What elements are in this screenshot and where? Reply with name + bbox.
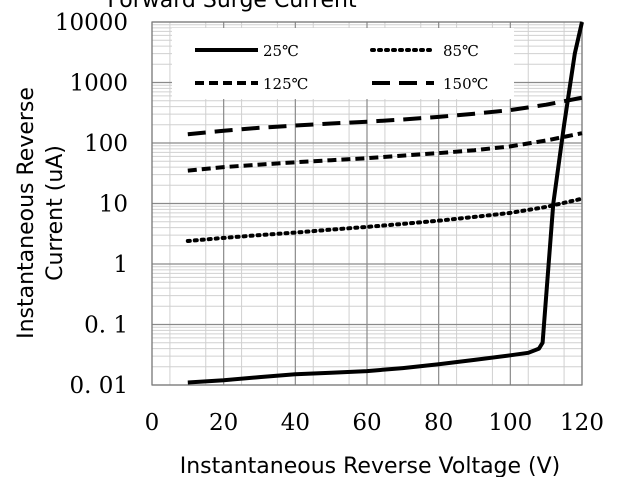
legend-box [172, 28, 514, 99]
y-tick-labels: 0. 01 0. 1 1 10 100 1000 10000 [55, 10, 128, 399]
legend-label: 150℃ [443, 75, 488, 93]
legend: 25℃ 85℃ 125℃ 150℃ [172, 28, 514, 99]
x-tick-label: 0 [145, 410, 160, 436]
x-tick-label: 60 [352, 410, 381, 436]
plot-frame [151, 21, 583, 386]
y-tick-label: 0. 01 [69, 373, 128, 399]
y-tick-label: 1000 [69, 71, 128, 97]
series-line [187, 95, 583, 137]
y-axis-title-line-2: Current (uA) [43, 145, 68, 281]
x-tick-label: 120 [560, 410, 604, 436]
series-layer [185, 21, 584, 385]
y-tick-label: 0. 1 [84, 313, 128, 339]
x-tick-label: 100 [488, 410, 532, 436]
series-line [187, 21, 584, 385]
series-line [185, 196, 584, 243]
chart-title: Forward Surge Current [107, 0, 357, 13]
x-tick-label: 20 [209, 410, 238, 436]
y-tick-label: 100 [84, 131, 128, 157]
plot-area-border [151, 21, 583, 386]
legend-label: 125℃ [263, 75, 308, 93]
x-tick-label: 40 [281, 410, 310, 436]
x-tick-labels: 0 20 40 60 80 100 120 [145, 410, 604, 436]
y-tick-label: 1 [113, 252, 128, 278]
series-line [187, 131, 583, 173]
legend-label: 85℃ [443, 42, 479, 60]
x-axis-title: Instantaneous Reverse Voltage (V) [180, 454, 561, 477]
legend-label: 25℃ [263, 42, 299, 60]
y-tick-label: 10 [99, 192, 128, 218]
y-axis-title-line-1: Instantaneous Reverse [14, 87, 39, 339]
y-tick-label: 10000 [55, 10, 128, 36]
x-tick-label: 80 [424, 410, 453, 436]
